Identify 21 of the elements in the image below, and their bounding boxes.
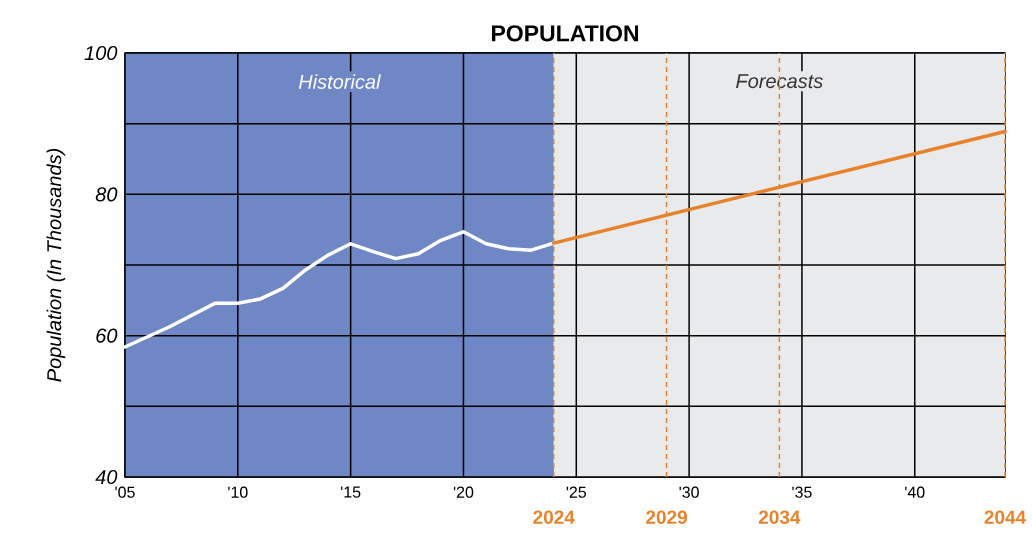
x-tick-label: '20 (453, 486, 474, 498)
y-tick-label: 60 (96, 328, 118, 343)
x-tick-label: '25 (566, 486, 587, 498)
band-label: Forecasts (736, 74, 823, 89)
x-tick-label: '05 (115, 486, 135, 498)
line-series (123, 230, 556, 349)
chart-title: POPULATION (492, 25, 639, 42)
x-tick-label: '30 (679, 486, 699, 498)
ref-line-label: 2034 (758, 510, 801, 525)
ref-line-label: 2024 (533, 510, 575, 524)
ref-line-label: 2029 (646, 510, 687, 524)
y-tick-label: 100 (84, 45, 118, 61)
x-tick-label: '10 (228, 486, 248, 498)
x-tick-label: '40 (905, 486, 925, 498)
y-axis-title: Population (In Thousands) (46, 148, 66, 382)
x-tick-label: '35 (792, 486, 812, 498)
ref-line-label: 2044 (984, 510, 1027, 524)
band-label: Historical (298, 74, 381, 89)
x-tick-label: '15 (341, 486, 361, 498)
y-tick-label: 80 (95, 187, 118, 202)
y-tick-label: 40 (95, 469, 118, 485)
